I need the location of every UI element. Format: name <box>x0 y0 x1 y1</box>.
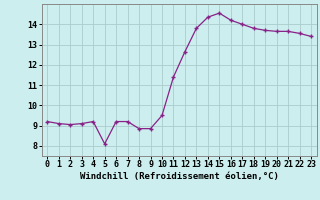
X-axis label: Windchill (Refroidissement éolien,°C): Windchill (Refroidissement éolien,°C) <box>80 172 279 181</box>
